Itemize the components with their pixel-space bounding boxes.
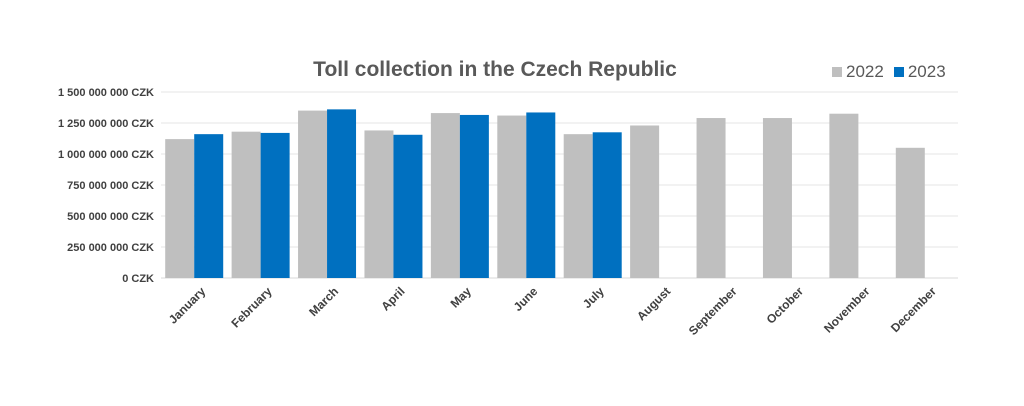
x-tick-label: July [580,284,607,311]
x-tick-label: June [511,284,541,314]
bar-2022-july [563,134,593,278]
x-tick-label: January [166,284,209,327]
x-tick-label: April [378,284,407,313]
y-tick-label: 500 000 000 CZK [67,211,154,223]
legend-item-2022: 2022 [832,62,884,82]
bar-2022-february [231,131,261,278]
y-tick-label: 0 CZK [122,273,154,285]
x-tick-label: February [229,284,275,330]
x-tick-label: September [686,284,740,338]
bar-2022-august [630,125,660,278]
bar-2022-september [696,118,726,278]
chart-title: Toll collection in the Czech Republic [313,58,677,81]
y-tick-label: 750 000 000 CZK [67,180,154,192]
y-tick-label: 250 000 000 CZK [67,242,154,254]
bar-2022-december [895,147,925,278]
y-tick-label: 1 500 000 000 CZK [58,87,154,99]
bar-2023-april [393,134,423,278]
legend-label-2023: 2023 [907,62,946,81]
y-tick-label: 1 000 000 000 CZK [58,149,154,161]
bar-2022-june [497,115,527,278]
bar-2023-may [459,114,489,278]
x-tick-label: August [634,284,673,323]
bar-2023-february [260,132,290,278]
x-tick-label: March [306,284,341,319]
x-tick-label: May [448,284,475,311]
x-tick-label: October [764,284,807,327]
bar-2022-may [430,113,460,278]
bar-2023-march [327,109,357,278]
bar-2022-october [762,118,792,278]
legend-item-2023: 2023 [893,62,946,82]
bar-2023-july [592,132,622,278]
legend: 2022 2023 [832,62,956,82]
bar-2022-april [364,130,394,278]
bar-2022-november [829,113,859,278]
x-tick-label: December [888,284,939,335]
bar-2022-january [165,139,195,278]
legend-swatch-2022 [832,67,842,77]
bar-2022-march [298,110,328,278]
legend-label-2022: 2022 [846,62,884,81]
bar-2023-june [526,112,556,279]
x-tick-label: November [821,284,873,336]
bar-2023-january [194,134,224,278]
y-tick-label: 1 250 000 000 CZK [58,118,154,130]
legend-swatch-2023 [893,67,904,77]
